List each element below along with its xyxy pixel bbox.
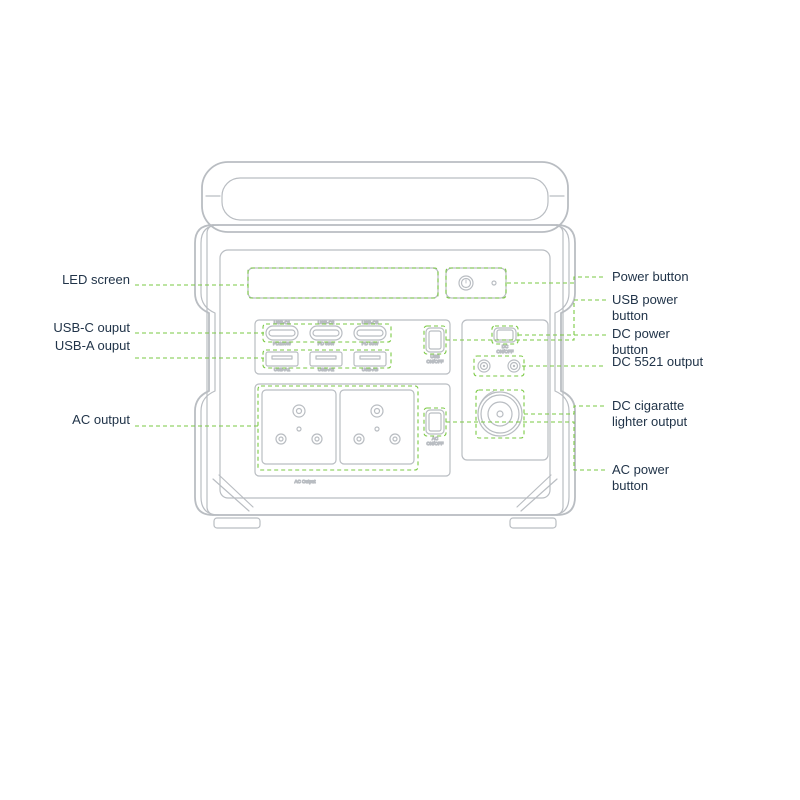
label-ac-output: AC output	[40, 412, 130, 428]
label-ac-power-button: AC power button	[612, 462, 669, 493]
device-outline: USB-C1PD100WUSB-C2PD 65WUSB-C3PD 30WUSB-…	[195, 162, 575, 528]
label-cig-lighter: DC cigaratte lighter output	[612, 398, 687, 429]
label-led-screen: LED screen	[40, 272, 130, 288]
label-power-button: Power button	[612, 269, 689, 285]
svg-text:ON/OFF: ON/OFF	[427, 441, 444, 446]
label-usb-c-output: USB-C ouput	[40, 320, 130, 336]
label-dc-power-button: DC power button	[612, 326, 670, 357]
svg-text:ON/OFF: ON/OFF	[427, 359, 444, 364]
svg-text:ON/OFF: ON/OFF	[497, 349, 514, 354]
label-usb-power-button: USB power button	[612, 292, 678, 323]
label-usb-a-output: USB-A ouput	[40, 338, 130, 354]
label-dc-5521-output: DC 5521 output	[612, 354, 703, 370]
svg-text:AC Output: AC Output	[294, 479, 316, 484]
diagram-stage: USB-C1PD100WUSB-C2PD 65WUSB-C3PD 30WUSB-…	[0, 0, 800, 800]
